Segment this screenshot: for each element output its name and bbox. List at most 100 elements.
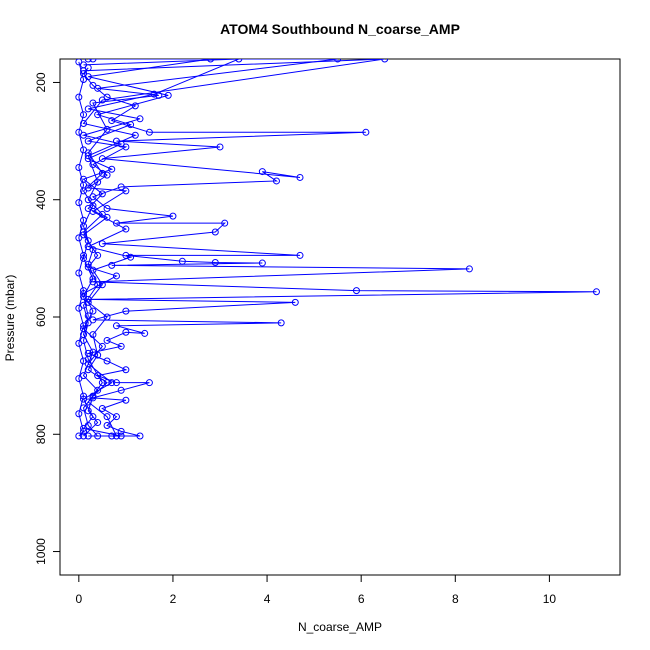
data-point [84,73,92,81]
y-axis-label: Pressure (mbar) [3,275,17,362]
data-point [98,210,106,218]
data-point [122,366,130,374]
data-point [103,357,111,365]
data-point [103,336,111,344]
data-point [117,427,125,435]
data-point [84,421,92,429]
data-point [216,143,224,151]
data-point [75,93,83,101]
data-point [465,265,473,273]
data-point [258,168,266,176]
data-point [127,253,135,261]
data-point [112,432,120,440]
chart-title: ATOM4 Southbound N_coarse_AMP [220,21,460,37]
data-point [98,342,106,350]
data-point [94,372,102,380]
x-tick-label: 6 [358,592,365,606]
data-point [84,312,92,320]
data-point [141,329,149,337]
data-point [84,152,92,160]
y-tick-label: 400 [34,189,48,209]
data-point [89,99,97,107]
x-axis: 0 2 4 6 8 10 [75,574,556,606]
data-point [84,260,92,268]
data-point [164,91,172,99]
data-point [122,307,130,315]
data-point [84,196,92,204]
x-tick-label: 0 [75,592,82,606]
data-point [131,102,139,110]
data-point [103,205,111,213]
plot-area [75,59,600,440]
data-point [98,96,106,104]
series-line [83,59,211,437]
data-point [98,190,106,198]
series-line [82,67,597,437]
data-point [211,228,219,236]
data-point [89,275,97,283]
data-point [122,187,130,195]
data-point [362,128,370,136]
data-point [108,379,116,387]
data-point [334,59,342,63]
data-point [80,187,88,195]
data-point [258,259,266,267]
data-point [80,292,88,300]
data-point [272,177,280,185]
data-point [108,261,116,269]
data-point [136,115,144,123]
data-point [80,175,88,183]
data-point [84,432,92,440]
data-point [94,178,102,186]
data-point [145,379,153,387]
data-point [75,163,83,171]
data-point [89,59,97,63]
data-point [145,128,153,136]
data-point [112,322,120,330]
data-point [84,319,92,327]
data-point [291,298,299,306]
data-point [84,237,92,245]
data-point [103,171,111,179]
data-point [169,212,177,220]
data-point [75,269,83,277]
data-point [117,342,125,350]
data-point [80,336,88,344]
data-point [84,59,92,63]
y-tick-label: 600 [34,307,48,327]
data-point [89,307,97,315]
y-tick-label: 1000 [34,538,48,565]
data-point [136,432,144,440]
data-point [122,225,130,233]
data-point [94,386,102,394]
data-point [112,379,120,387]
y-axis: 200 400 600 800 1000 [34,72,61,565]
data-point [117,386,125,394]
data-point [211,258,219,266]
data-point [75,410,83,418]
data-point [89,202,97,210]
data-point [592,288,600,296]
data-point [235,59,243,63]
data-point [108,117,116,125]
data-point [80,67,88,75]
data-point [94,251,102,259]
data-point [112,219,120,227]
data-point [122,396,130,404]
data-point [103,413,111,421]
data-point [103,421,111,429]
data-point [94,84,102,92]
x-axis-label: N_coarse_AMP [298,620,382,634]
y-tick-label: 800 [34,424,48,444]
data-point [94,432,102,440]
data-point [112,272,120,280]
series-line [82,59,385,437]
data-point [80,432,88,440]
x-tick-label: 2 [170,592,177,606]
data-point [117,183,125,191]
data-point [98,240,106,248]
data-point [75,199,83,207]
